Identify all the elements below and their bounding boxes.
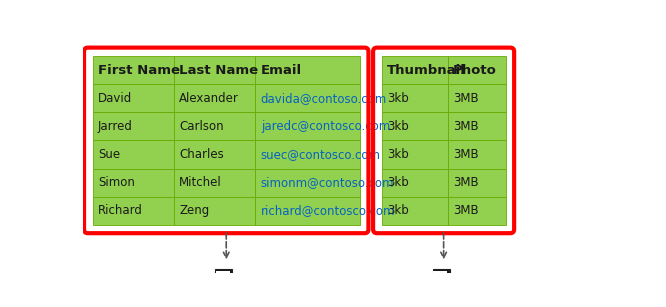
Bar <box>434 285 448 289</box>
Bar <box>236 294 253 307</box>
Text: simonm@contoso.com: simonm@contoso.com <box>260 176 394 189</box>
Bar <box>216 291 230 296</box>
Text: 3MB: 3MB <box>453 92 479 105</box>
Text: richard@contosco.com: richard@contosco.com <box>260 204 395 217</box>
Bar <box>174 56 255 84</box>
Bar <box>255 56 360 84</box>
Bar <box>434 278 448 282</box>
Text: 3MB: 3MB <box>453 204 479 217</box>
Bar <box>93 169 174 196</box>
Text: suec@contosco.com: suec@contosco.com <box>260 148 381 161</box>
Bar <box>255 112 360 140</box>
Bar <box>448 112 505 140</box>
Bar <box>434 291 448 296</box>
Bar <box>216 271 230 276</box>
Text: Last Name: Last Name <box>179 64 258 77</box>
Text: Thumbnail: Thumbnail <box>387 64 466 77</box>
Text: David: David <box>98 92 133 105</box>
Bar <box>174 140 255 169</box>
Ellipse shape <box>454 291 470 297</box>
Text: Carlson: Carlson <box>179 120 224 133</box>
Text: Simon: Simon <box>98 176 135 189</box>
Text: First Name: First Name <box>98 64 180 77</box>
Bar <box>93 140 174 169</box>
Bar <box>255 84 360 112</box>
Text: 3MB: 3MB <box>453 148 479 161</box>
Text: Email: Email <box>260 64 302 77</box>
Bar <box>382 169 448 196</box>
Bar <box>448 56 505 84</box>
Bar <box>216 298 230 302</box>
Text: Jarred: Jarred <box>98 120 133 133</box>
Bar <box>382 84 448 112</box>
Bar <box>93 112 174 140</box>
Bar <box>382 112 448 140</box>
Text: davida@contoso.com: davida@contoso.com <box>260 92 387 105</box>
Bar <box>174 84 255 112</box>
Bar <box>174 169 255 196</box>
Text: Sue: Sue <box>98 148 120 161</box>
Text: 3MB: 3MB <box>453 176 479 189</box>
Bar <box>434 305 448 307</box>
Bar <box>434 271 448 276</box>
Text: Zeng: Zeng <box>179 204 210 217</box>
Text: jaredc@contosco.com: jaredc@contosco.com <box>260 120 390 133</box>
Bar <box>434 298 448 302</box>
Bar <box>448 84 505 112</box>
Bar <box>93 56 174 84</box>
Bar <box>382 56 448 84</box>
Ellipse shape <box>236 291 253 297</box>
Text: 3kb: 3kb <box>387 148 409 161</box>
Bar <box>93 196 174 225</box>
Text: Alexander: Alexander <box>179 92 239 105</box>
Bar <box>216 305 230 307</box>
Text: 3MB: 3MB <box>453 120 479 133</box>
Bar <box>255 196 360 225</box>
Text: Mitchel: Mitchel <box>179 176 222 189</box>
Text: 3kb: 3kb <box>387 120 409 133</box>
Text: Charles: Charles <box>179 148 224 161</box>
Text: 3kb: 3kb <box>387 176 409 189</box>
Bar <box>174 112 255 140</box>
Text: 3kb: 3kb <box>387 92 409 105</box>
Bar <box>382 140 448 169</box>
Bar <box>448 169 505 196</box>
Bar <box>382 196 448 225</box>
Bar <box>216 285 230 289</box>
Bar <box>448 140 505 169</box>
Bar <box>215 269 232 307</box>
Text: Photo: Photo <box>453 64 497 77</box>
Bar <box>216 278 230 282</box>
Text: Richard: Richard <box>98 204 143 217</box>
Bar <box>454 294 470 307</box>
Bar <box>432 269 450 307</box>
Bar <box>174 196 255 225</box>
Bar <box>255 169 360 196</box>
Bar <box>448 196 505 225</box>
Bar <box>93 84 174 112</box>
Text: 3kb: 3kb <box>387 204 409 217</box>
Bar <box>255 140 360 169</box>
